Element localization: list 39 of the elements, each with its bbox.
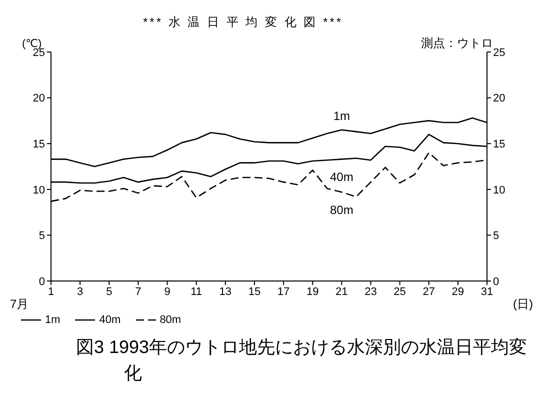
x-tick-label: 1 [48,286,54,298]
x-tick-label: 3 [77,286,84,298]
chart-subtitle: 測点：ウトロ [421,35,493,52]
x-axis-title: (日) [513,296,533,313]
x-tick-label: 23 [364,286,377,298]
y2-tick-label: 5 [493,230,500,242]
y-tick-label: 5 [38,230,45,242]
x-tick-label: 27 [422,286,435,298]
y2-tick-label: 15 [493,138,506,151]
text: 40m [330,170,354,184]
x-tick-label: 7 [135,286,142,298]
y2-tick-label: 0 [493,276,500,288]
y-tick-label: 20 [32,92,45,105]
y-tick-label: 15 [32,138,45,151]
text: 80m [330,203,354,218]
text: 7月 [10,296,29,313]
y2-tick-label: 20 [493,92,506,105]
x-tick-label: 9 [164,286,170,298]
x-tick-label: 17 [277,286,290,298]
y2-tick-label: 25 [493,46,506,59]
text: 1m [333,108,350,123]
x-tick-label: 31 [480,286,494,298]
x-tick-label: 5 [106,286,112,298]
x-tick-label: 11 [190,286,202,298]
y2-tick-label: 10 [493,184,506,196]
chart-title: *** 水 温 日 平 均 変 化 図 *** [142,14,344,31]
caption: 図3 1993年のウトロ地先における水深別の水温日平均変化 [76,336,528,385]
x-tick-label: 19 [306,286,319,298]
x-tick-label: 25 [394,286,406,298]
x-tick-label: 13 [219,286,232,298]
x-tick-label: 29 [452,286,464,298]
x-tick-label: 21 [336,286,348,298]
legend-label: 80m [160,314,182,326]
legend-label: 40m [99,314,121,326]
x-tick-label: 15 [248,286,261,298]
y-tick-label: 25 [32,46,45,59]
y-tick-label: 0 [38,276,45,288]
y-tick-label: 10 [32,184,45,196]
legend-label: 1m [45,314,60,326]
